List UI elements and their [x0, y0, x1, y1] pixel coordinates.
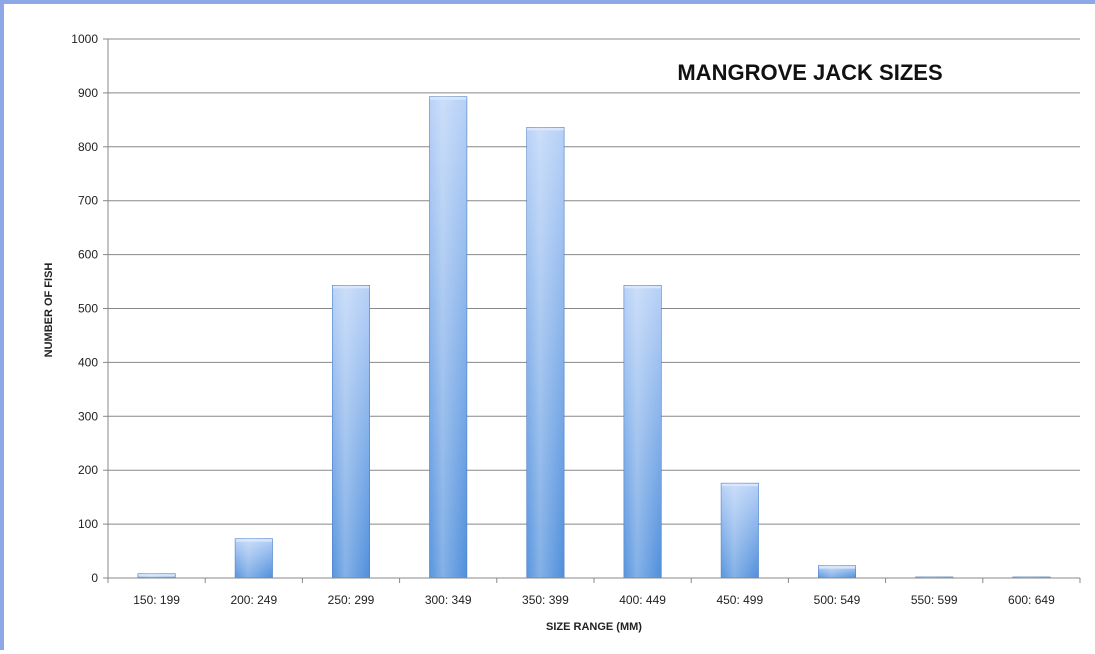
x-tick-label: 200: 249 [230, 593, 277, 607]
bar-cap [332, 285, 370, 289]
bar-cap [721, 483, 759, 487]
x-tick-label: 300: 349 [425, 593, 472, 607]
y-tick-label: 1000 [71, 32, 98, 46]
bar-2 [234, 538, 273, 579]
bar-highlight [915, 576, 953, 578]
bar-highlight [429, 96, 467, 578]
bar-8 [817, 565, 857, 579]
bar-1 [137, 573, 176, 579]
bar-highlight [235, 538, 273, 578]
y-tick-label: 600 [78, 248, 98, 262]
x-tick-label: 450: 499 [716, 593, 763, 607]
bar-cap [527, 127, 564, 131]
bar-chart: 0 100 200 300 400 500 600 700 800 900 1000 150: 19… [43, 32, 1081, 633]
x-tick-label: 550: 599 [911, 593, 958, 607]
gridlines [108, 38, 1080, 525]
bar-highlight [818, 565, 856, 578]
y-axis-title: NUMBER OF FISH [43, 263, 55, 358]
x-axis-title: SIZE RANGE (MM) [546, 621, 642, 633]
bar-3 [331, 285, 371, 579]
x-tick-label: 600: 649 [1008, 593, 1055, 607]
y-tick-label: 200 [78, 463, 98, 477]
y-tick-label: 300 [78, 409, 98, 423]
bar-cap [429, 97, 467, 100]
bar-cap [818, 566, 856, 569]
bar-highlight [526, 127, 565, 579]
y-tick-label: 0 [91, 571, 98, 585]
bar-7 [720, 482, 759, 579]
bar-highlight [332, 285, 370, 578]
y-tick-label: 900 [78, 86, 98, 100]
bar-4 [429, 96, 468, 579]
y-tick-label: 800 [78, 140, 98, 154]
bar-cap [235, 539, 273, 542]
y-tick-label: 100 [78, 517, 98, 531]
y-tick-label: 500 [78, 302, 98, 316]
bar-cap [624, 285, 661, 289]
y-tick-label: 700 [78, 194, 98, 208]
bar-6 [623, 285, 662, 579]
bar-highlight [721, 483, 759, 578]
bar-highlight [623, 285, 662, 578]
x-axis-ticks: 150: 199 200: 249 250: 299 300: 349 350: 399… [107, 578, 1081, 607]
x-tick-label: 500: 549 [814, 593, 861, 607]
x-tick-label: 350: 399 [522, 593, 569, 607]
chart-title: MANGROVE JACK SIZES [677, 60, 942, 85]
x-tick-label: 400: 449 [619, 593, 666, 607]
x-tick-label: 250: 299 [328, 593, 375, 607]
bar-cap [138, 574, 175, 577]
bars [137, 96, 1051, 579]
x-tick-label: 150: 199 [133, 593, 180, 607]
bar-5 [526, 127, 565, 579]
y-tick-label: 400 [78, 355, 98, 369]
bar-highlight [1012, 576, 1051, 578]
y-axis-ticks: 0 100 200 300 400 500 600 700 800 900 1000 [71, 32, 108, 585]
